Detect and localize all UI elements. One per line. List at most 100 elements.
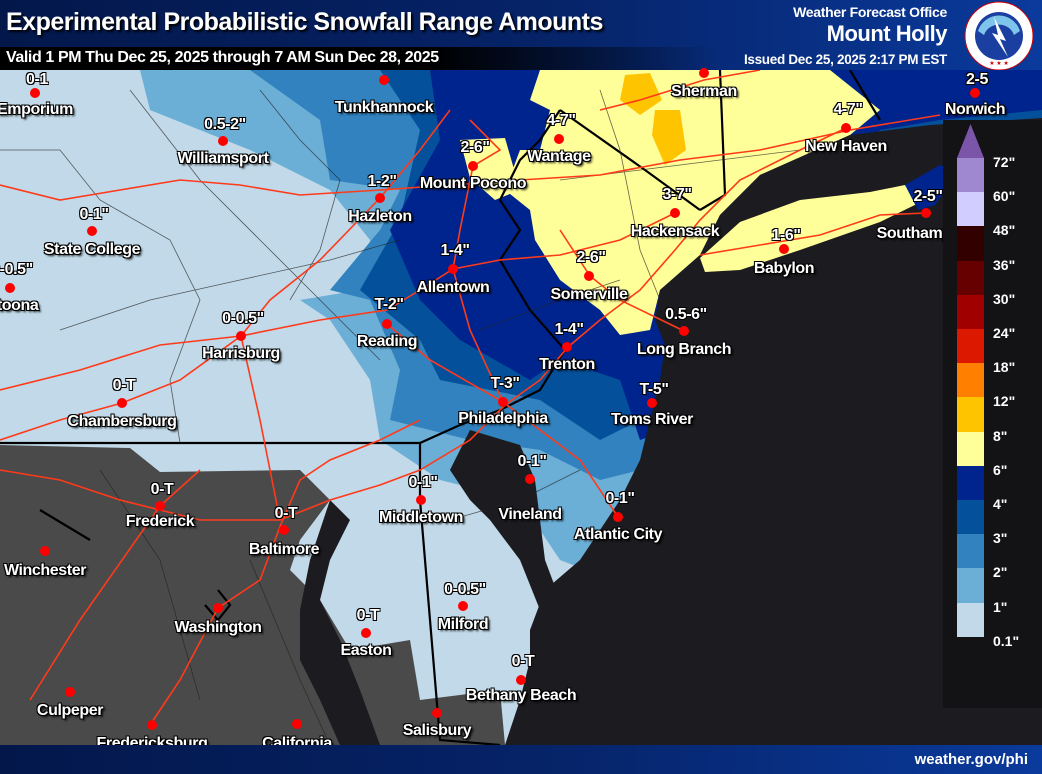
city-name-label: Toms River <box>611 411 693 428</box>
city-name-label: Tunkhannock <box>334 99 434 116</box>
legend-label: 3" <box>993 530 1008 547</box>
city-name-label: Washington <box>174 619 262 636</box>
city-dot <box>117 398 127 408</box>
city-name-label: Long Branch <box>636 341 732 358</box>
city-dot <box>213 603 223 613</box>
city-dot <box>516 675 526 685</box>
footer-link[interactable]: weather.gov/phi <box>914 751 1028 768</box>
legend-label: 0.1" <box>993 632 1020 649</box>
city-dot <box>382 319 392 329</box>
city-dot <box>670 208 680 218</box>
snowfall-range-label: T-2" <box>374 296 404 313</box>
city-name-label: Hackensack <box>630 223 720 240</box>
snowfall-range-label: 0.5-2" <box>204 116 246 133</box>
legend-label: 18" <box>993 359 1016 376</box>
snowfall-range-label: 0-0.5" <box>222 310 264 327</box>
city-name-label: Hazleton <box>348 208 412 225</box>
city-dot <box>584 271 594 281</box>
legend-swatch <box>957 602 984 638</box>
city-name-label: Mount Pocono <box>419 175 527 192</box>
snowfall-range-label: T-5" <box>639 381 669 398</box>
city-name-label: Harrisburg <box>202 345 280 362</box>
legend-swatch <box>957 226 984 262</box>
city-name-label: Williamsport <box>177 150 269 167</box>
highways <box>0 70 941 726</box>
snowfall-range-label: 0-0.5" <box>444 581 486 598</box>
legend-label: 1" <box>993 598 1008 615</box>
city-name-label: Allentown <box>416 279 490 296</box>
city-name-label: Vineland <box>498 506 562 523</box>
legend-label: 4" <box>993 496 1008 512</box>
city-name-label: Milford <box>437 616 489 633</box>
legend-swatch <box>957 534 984 569</box>
snowfall-range-label: 2-5 <box>966 71 988 88</box>
city-name-label: Somerville <box>550 286 628 303</box>
city-dot <box>779 244 789 254</box>
city-name-label: Altoona <box>0 297 39 314</box>
issued-time: Issued Dec 25, 2025 2:17 PM EST <box>743 52 947 67</box>
city-name-label: State College <box>43 241 141 258</box>
legend-swatch <box>957 500 984 535</box>
snowfall-range-label: 1-2" <box>367 173 397 190</box>
snowfall-range-label: 1-4" <box>554 321 584 338</box>
snowfall-range-label: 0-1" <box>408 474 438 491</box>
city-dot <box>498 397 508 407</box>
snowfall-range-label: 1-6" <box>771 227 801 244</box>
snowfall-range-label: 0-T <box>356 607 380 624</box>
snowfall-range-label: 4-7" <box>546 112 576 129</box>
legend-swatch <box>957 192 984 227</box>
city-dot <box>921 208 931 218</box>
snowfall-range-label: 0-T <box>511 653 535 670</box>
snowfall-map[interactable] <box>0 70 1042 745</box>
city-name-label: Middletown <box>379 509 463 526</box>
city-name-label: Reading <box>356 333 418 350</box>
city-name-label: Philadelphia <box>458 410 548 427</box>
city-dot <box>5 283 15 293</box>
snowfall-range-label: 0-1" <box>517 453 547 470</box>
snowfall-range-label: 0.5-6" <box>665 306 707 323</box>
city-name-label: Norwich <box>944 101 1006 118</box>
city-name-label: Chambersburg <box>67 413 177 430</box>
city-name-label: Easton <box>340 642 392 659</box>
city-dot <box>30 88 40 98</box>
snowfall-range-label: T-3" <box>490 375 520 392</box>
city-name-label: Winchester <box>3 562 87 579</box>
snowfall-range-label: 0-T <box>112 377 136 394</box>
city-dot <box>562 342 572 352</box>
no-snow-region <box>0 445 505 745</box>
legend-label: 48" <box>993 222 1016 239</box>
long-island <box>700 185 925 272</box>
snowfall-range-label: 0-0.5" <box>0 261 33 278</box>
city-name-label: Baltimore <box>248 541 320 558</box>
city-dot <box>65 687 75 697</box>
legend-label: 72" <box>993 154 1016 170</box>
city-name-label: Sherman <box>671 83 737 100</box>
city-dot <box>699 68 709 78</box>
legend-swatch <box>957 260 984 296</box>
city-name-label: Salisbury <box>402 722 472 739</box>
legend-label: 6" <box>993 461 1008 478</box>
city-dot <box>679 326 689 336</box>
snowfall-range-label: 0-1" <box>79 206 109 223</box>
city-name-label: Trenton <box>539 356 595 373</box>
city-name-label: Culpeper <box>36 702 104 719</box>
city-dot <box>279 525 289 535</box>
city-dot <box>87 226 97 236</box>
city-dot <box>416 495 426 505</box>
city-dot <box>379 75 389 85</box>
city-dot <box>218 136 228 146</box>
snow-8-12-region <box>620 73 662 115</box>
snowfall-range-label: 0-1" <box>605 490 635 507</box>
city-dot <box>292 719 302 729</box>
header-banner: Experimental Probabilistic Snowfall Rang… <box>0 0 1042 71</box>
valid-period: Valid 1 PM Thu Dec 25, 2025 through 7 AM… <box>6 49 439 66</box>
city-dot <box>525 474 535 484</box>
city-dot <box>970 88 980 98</box>
legend-swatch <box>957 431 984 467</box>
snowfall-range-label: 0-1 <box>26 71 48 88</box>
city-dot <box>448 264 458 274</box>
city-dot <box>432 708 442 718</box>
snow-6-8-region-pocono <box>460 138 520 200</box>
snow-8-12-region <box>652 110 686 165</box>
city-name-label: Emporium <box>0 101 73 118</box>
